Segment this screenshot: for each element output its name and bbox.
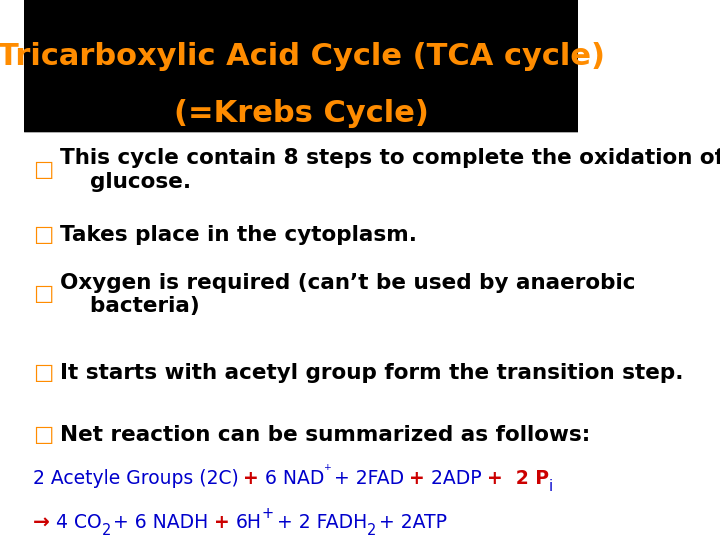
Text: +: + <box>243 469 265 488</box>
Text: 2ADP: 2ADP <box>431 469 487 488</box>
Text: 2 Acetyle Groups (2C): 2 Acetyle Groups (2C) <box>33 469 245 488</box>
Text: +: + <box>409 469 431 488</box>
Text: 6H: 6H <box>236 513 262 532</box>
Text: Takes place in the cytoplasm.: Takes place in the cytoplasm. <box>60 225 418 245</box>
Text: +: + <box>261 507 274 522</box>
Text: □: □ <box>33 424 53 445</box>
Text: +: + <box>214 513 236 532</box>
Text: + 6 NADH: + 6 NADH <box>114 513 215 532</box>
Text: □: □ <box>33 362 53 383</box>
Text: 2: 2 <box>366 513 379 532</box>
Text: (=Krebs Cycle): (=Krebs Cycle) <box>174 99 428 128</box>
Text: + 2ATP: + 2ATP <box>379 513 446 532</box>
Text: ⁺: ⁺ <box>324 469 333 488</box>
Text: This cycle contain 8 steps to complete the oxidation of
    glucose.: This cycle contain 8 steps to complete t… <box>60 148 720 192</box>
Text: +: + <box>261 513 277 532</box>
Text: +  2 P: + 2 P <box>487 469 549 488</box>
Text: Net reaction can be summarized as follows:: Net reaction can be summarized as follow… <box>60 424 590 445</box>
Text: + 2FAD: + 2FAD <box>333 469 410 488</box>
Text: →: → <box>33 513 57 532</box>
Text: □: □ <box>33 284 53 305</box>
Text: Oxygen is required (can’t be used by anaerobic
    bacteria): Oxygen is required (can’t be used by ana… <box>60 273 636 316</box>
Text: □: □ <box>33 160 53 180</box>
Text: 2: 2 <box>366 523 376 538</box>
Text: 4 CO: 4 CO <box>56 513 102 532</box>
Text: + 2 FADH: + 2 FADH <box>277 513 368 532</box>
Text: i: i <box>549 479 553 494</box>
Text: Tricarboxylic Acid Cycle (TCA cycle): Tricarboxylic Acid Cycle (TCA cycle) <box>0 42 605 71</box>
Text: ⁺: ⁺ <box>324 463 331 478</box>
Text: □: □ <box>33 225 53 245</box>
Text: 6 NAD: 6 NAD <box>265 469 324 488</box>
Text: 2: 2 <box>102 513 114 532</box>
FancyBboxPatch shape <box>24 0 577 132</box>
Text: 2: 2 <box>102 523 111 538</box>
Text: It starts with acetyl group form the transition step.: It starts with acetyl group form the tra… <box>60 362 684 383</box>
